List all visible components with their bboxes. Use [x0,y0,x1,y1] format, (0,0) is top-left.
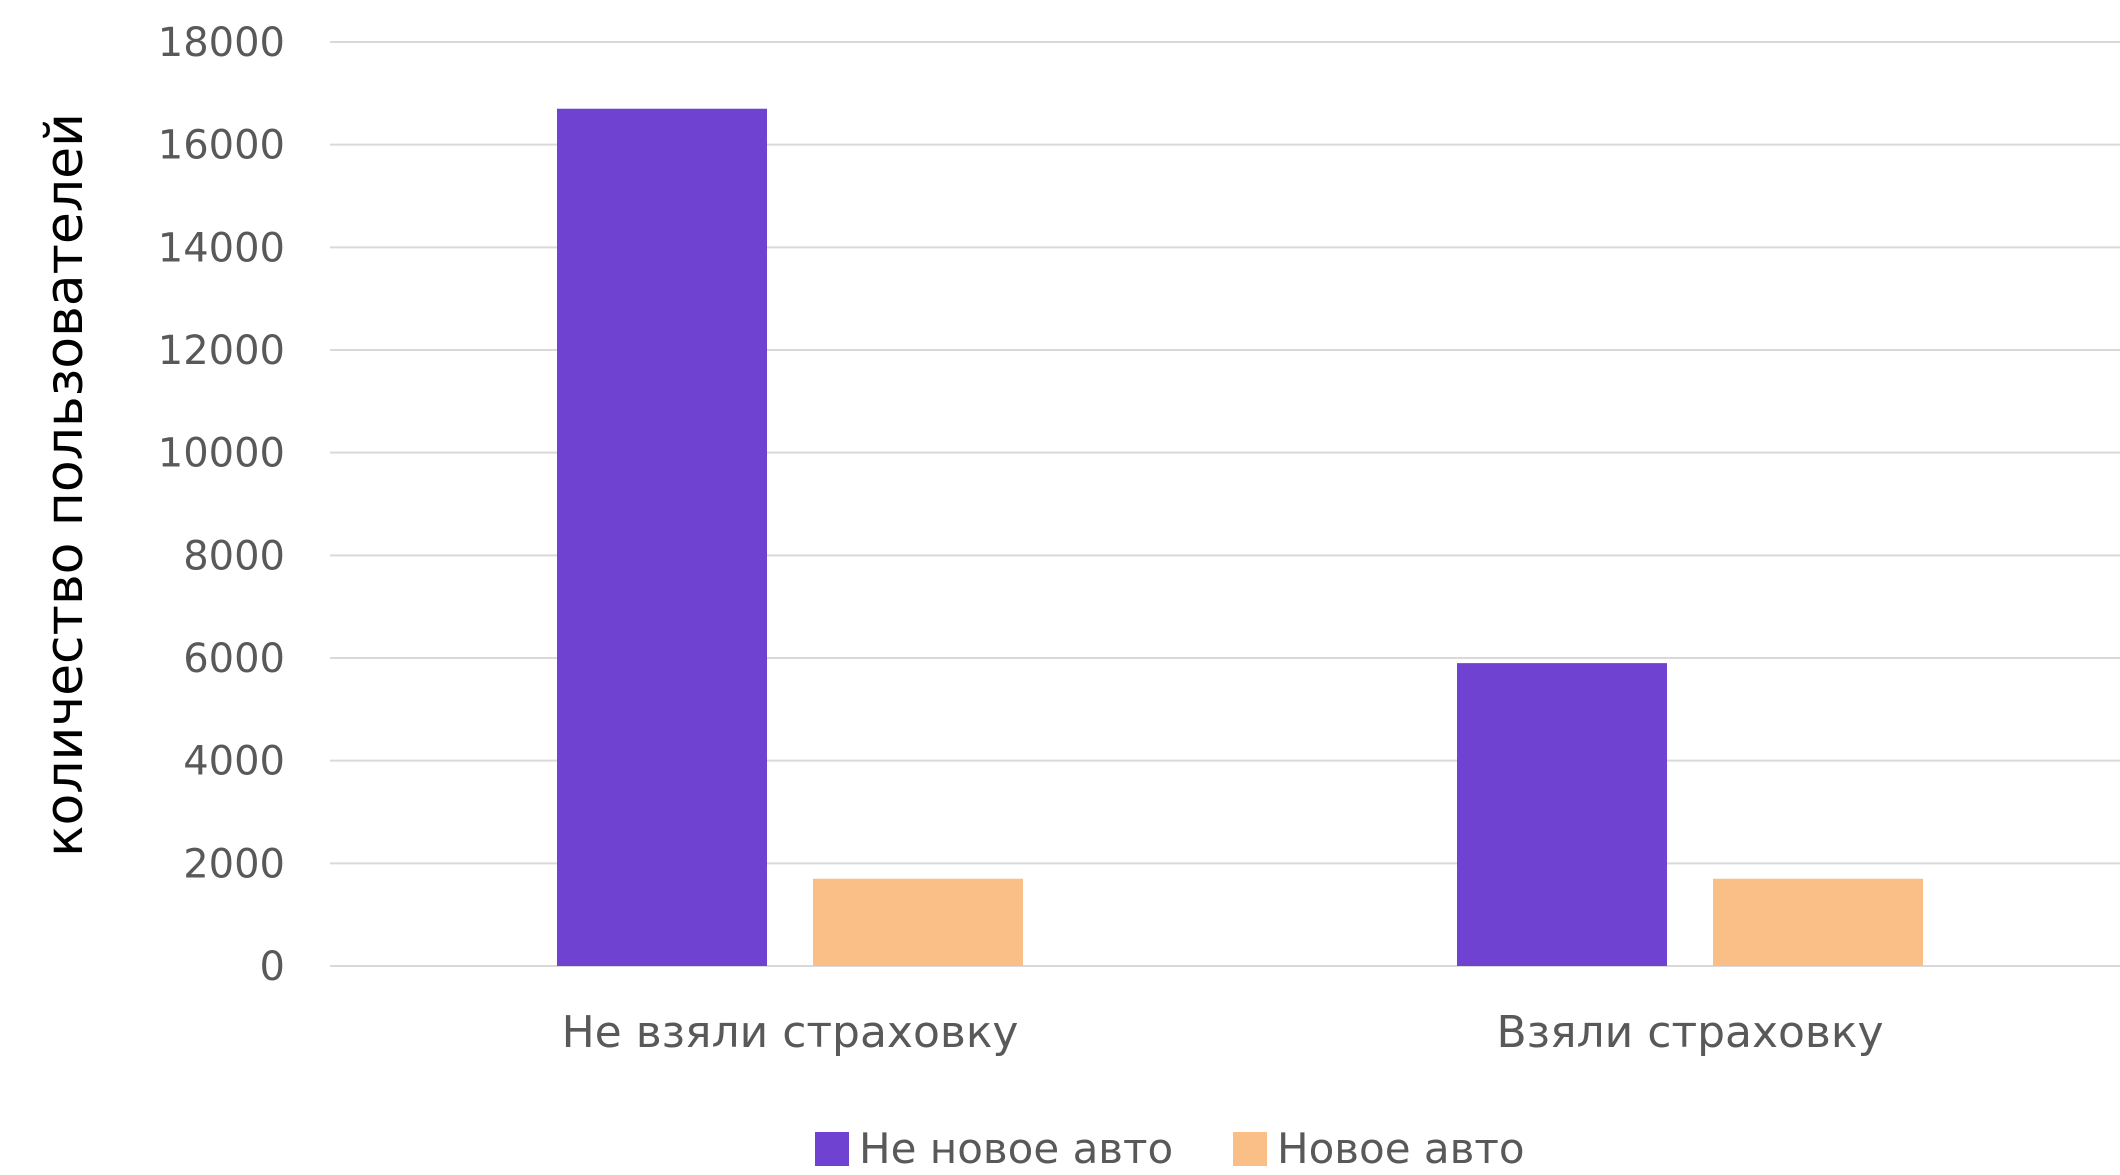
bar-not-new-car-1 [557,108,767,966]
legend-label: Новое авто [1277,1124,1525,1171]
legend: Не новое авто Новое авто [815,1124,1525,1173]
y-tick-label: 12000 [158,328,285,374]
bars [557,108,1923,966]
y-axis-ticks: 0 2000 4000 6000 8000 10000 12000 14000 16000 180… [158,20,285,990]
y-tick-label: 8000 [183,533,285,579]
legend-label: Не новое авто [859,1124,1173,1171]
x-category-label: Взяли страховку [1497,1007,1884,1058]
y-tick-label: 10000 [158,431,285,477]
y-tick-label: 0 [260,944,285,990]
y-tick-label: 2000 [183,841,285,887]
y-tick-label: 4000 [183,739,285,785]
legend-swatch [815,1132,849,1166]
y-tick-label: 16000 [158,123,285,169]
y-tick-label: 14000 [158,225,285,271]
y-tick-label: 18000 [158,20,285,66]
x-category-label: Не взяли страховку [562,1007,1019,1058]
x-axis-categories: Не взяли страховку Взяли страховку [562,1007,1884,1058]
legend-swatch [1233,1132,1267,1166]
bar-not-new-car-2 [1457,663,1667,966]
bar-new-car-2 [1713,878,1923,966]
bar-new-car-1 [813,878,1023,966]
y-tick-label: 6000 [183,636,285,682]
y-axis-title: количество пользователей [35,113,95,857]
